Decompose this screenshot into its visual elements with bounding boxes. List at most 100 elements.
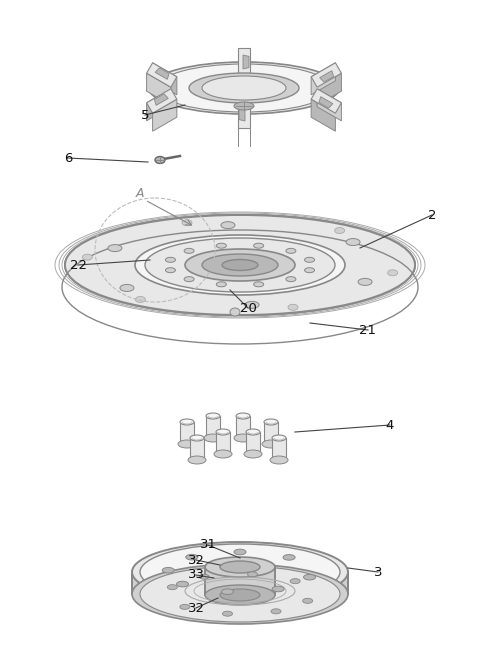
Text: 32: 32 bbox=[187, 602, 204, 614]
Text: 4: 4 bbox=[386, 418, 394, 432]
Ellipse shape bbox=[214, 450, 232, 458]
Ellipse shape bbox=[272, 435, 286, 441]
Ellipse shape bbox=[262, 440, 280, 448]
Text: A: A bbox=[136, 186, 144, 200]
Ellipse shape bbox=[180, 604, 190, 609]
Ellipse shape bbox=[222, 259, 258, 271]
Text: 5: 5 bbox=[141, 108, 149, 122]
Ellipse shape bbox=[246, 429, 260, 435]
Ellipse shape bbox=[205, 585, 275, 605]
Polygon shape bbox=[264, 422, 278, 444]
Polygon shape bbox=[155, 68, 169, 79]
Ellipse shape bbox=[254, 243, 264, 248]
Polygon shape bbox=[146, 89, 171, 121]
Ellipse shape bbox=[247, 572, 258, 577]
Ellipse shape bbox=[186, 555, 198, 560]
Ellipse shape bbox=[120, 285, 134, 291]
Ellipse shape bbox=[82, 254, 92, 260]
Polygon shape bbox=[238, 48, 250, 76]
Polygon shape bbox=[238, 100, 250, 128]
Ellipse shape bbox=[303, 598, 313, 603]
Ellipse shape bbox=[188, 456, 206, 464]
Ellipse shape bbox=[264, 441, 278, 447]
Ellipse shape bbox=[65, 215, 415, 315]
Polygon shape bbox=[246, 432, 260, 454]
Polygon shape bbox=[154, 94, 168, 105]
Ellipse shape bbox=[272, 586, 284, 592]
Text: 33: 33 bbox=[187, 569, 204, 581]
Ellipse shape bbox=[189, 73, 299, 103]
Ellipse shape bbox=[358, 279, 372, 285]
Ellipse shape bbox=[145, 238, 335, 292]
Polygon shape bbox=[311, 63, 342, 87]
Ellipse shape bbox=[246, 451, 260, 457]
Ellipse shape bbox=[286, 248, 296, 253]
Ellipse shape bbox=[283, 555, 295, 560]
Ellipse shape bbox=[140, 566, 340, 622]
Ellipse shape bbox=[180, 419, 194, 425]
Ellipse shape bbox=[335, 227, 345, 233]
Ellipse shape bbox=[178, 440, 196, 448]
Ellipse shape bbox=[206, 435, 220, 441]
Text: 31: 31 bbox=[200, 539, 217, 551]
Polygon shape bbox=[236, 416, 250, 438]
Polygon shape bbox=[317, 73, 342, 105]
Polygon shape bbox=[206, 416, 220, 438]
Polygon shape bbox=[205, 567, 275, 595]
Polygon shape bbox=[190, 438, 204, 460]
Ellipse shape bbox=[216, 243, 226, 248]
Polygon shape bbox=[146, 89, 177, 113]
Ellipse shape bbox=[163, 567, 174, 573]
Polygon shape bbox=[311, 99, 335, 131]
Ellipse shape bbox=[204, 434, 222, 442]
Ellipse shape bbox=[272, 457, 286, 463]
Text: 3: 3 bbox=[374, 565, 382, 579]
Ellipse shape bbox=[155, 156, 165, 164]
Ellipse shape bbox=[185, 249, 295, 281]
Polygon shape bbox=[132, 572, 348, 594]
Ellipse shape bbox=[271, 609, 281, 614]
Ellipse shape bbox=[254, 282, 264, 287]
Polygon shape bbox=[317, 89, 342, 121]
Ellipse shape bbox=[234, 549, 246, 555]
Ellipse shape bbox=[234, 434, 252, 442]
Text: 22: 22 bbox=[69, 259, 86, 271]
Ellipse shape bbox=[157, 64, 331, 112]
Ellipse shape bbox=[132, 564, 348, 624]
Ellipse shape bbox=[216, 451, 230, 457]
Ellipse shape bbox=[387, 270, 398, 276]
Polygon shape bbox=[146, 73, 171, 105]
Polygon shape bbox=[319, 96, 333, 108]
Ellipse shape bbox=[190, 435, 204, 441]
Polygon shape bbox=[272, 438, 286, 460]
Ellipse shape bbox=[165, 268, 176, 273]
Ellipse shape bbox=[346, 239, 360, 245]
Ellipse shape bbox=[221, 221, 235, 229]
Polygon shape bbox=[243, 55, 249, 69]
Ellipse shape bbox=[305, 257, 315, 262]
Ellipse shape bbox=[149, 62, 339, 114]
Ellipse shape bbox=[290, 579, 300, 584]
Ellipse shape bbox=[199, 574, 209, 579]
Ellipse shape bbox=[236, 435, 250, 441]
Ellipse shape bbox=[202, 76, 286, 100]
Ellipse shape bbox=[286, 277, 296, 282]
Ellipse shape bbox=[220, 589, 260, 601]
Ellipse shape bbox=[180, 441, 194, 447]
Ellipse shape bbox=[184, 277, 194, 282]
Polygon shape bbox=[239, 107, 245, 121]
Polygon shape bbox=[320, 70, 334, 82]
Text: 6: 6 bbox=[64, 152, 72, 164]
Text: 20: 20 bbox=[240, 301, 256, 315]
Polygon shape bbox=[311, 89, 342, 113]
Text: 2: 2 bbox=[428, 209, 436, 221]
Ellipse shape bbox=[177, 581, 188, 587]
Ellipse shape bbox=[230, 308, 240, 316]
Ellipse shape bbox=[108, 245, 122, 251]
Polygon shape bbox=[146, 63, 177, 87]
Ellipse shape bbox=[216, 282, 226, 287]
Ellipse shape bbox=[132, 542, 348, 602]
Ellipse shape bbox=[165, 257, 176, 262]
Ellipse shape bbox=[222, 589, 233, 595]
Ellipse shape bbox=[244, 450, 262, 458]
